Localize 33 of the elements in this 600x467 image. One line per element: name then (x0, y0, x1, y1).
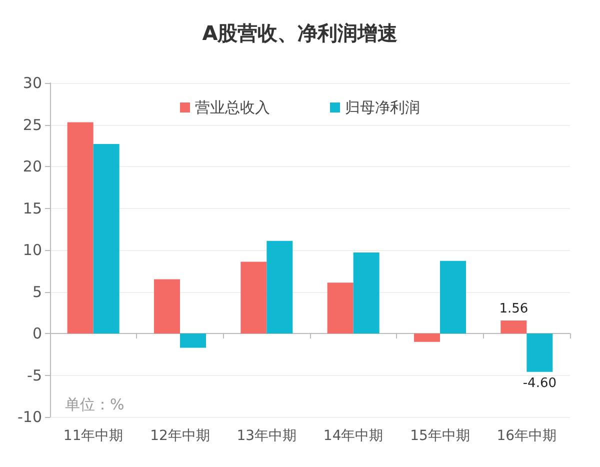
y-tick-label: 20 (22, 158, 42, 176)
bar (154, 279, 180, 334)
bar (93, 144, 120, 334)
bar (440, 260, 466, 334)
y-tick-label: 0 (32, 324, 42, 342)
y-tick-label: -10 (18, 408, 42, 426)
bar (67, 122, 94, 334)
x-tick-label: 13年中期 (236, 428, 297, 444)
y-tick-label: 30 (22, 74, 42, 92)
bar (327, 282, 354, 334)
bar (414, 334, 440, 342)
x-tick-label: 14年中期 (323, 428, 384, 444)
bar (266, 240, 293, 334)
bar (353, 252, 380, 334)
legend-label: 归母净利润 (345, 98, 420, 116)
x-tick-label: 15年中期 (410, 428, 470, 444)
y-tick-label: -5 (27, 366, 42, 384)
y-tick-label: 15 (22, 199, 42, 218)
bar (526, 334, 553, 372)
bar (180, 334, 206, 348)
data-label: -4.60 (522, 376, 556, 391)
x-tick-label: 11年中期 (63, 428, 124, 444)
data-label: 1.56 (499, 301, 528, 316)
y-tick-label: 25 (22, 116, 42, 134)
x-tick-label: 16年中期 (496, 428, 557, 444)
x-tick-label: 12年中期 (150, 428, 210, 444)
y-tick-label: 10 (22, 241, 42, 259)
bar (500, 320, 527, 334)
legend-label: 营业总收入 (195, 98, 270, 116)
chart-title: A股营收、净利润增速 (202, 21, 398, 45)
y-tick-label: 5 (32, 282, 42, 301)
annotation: 单位：% (65, 396, 124, 414)
bar (240, 262, 267, 334)
